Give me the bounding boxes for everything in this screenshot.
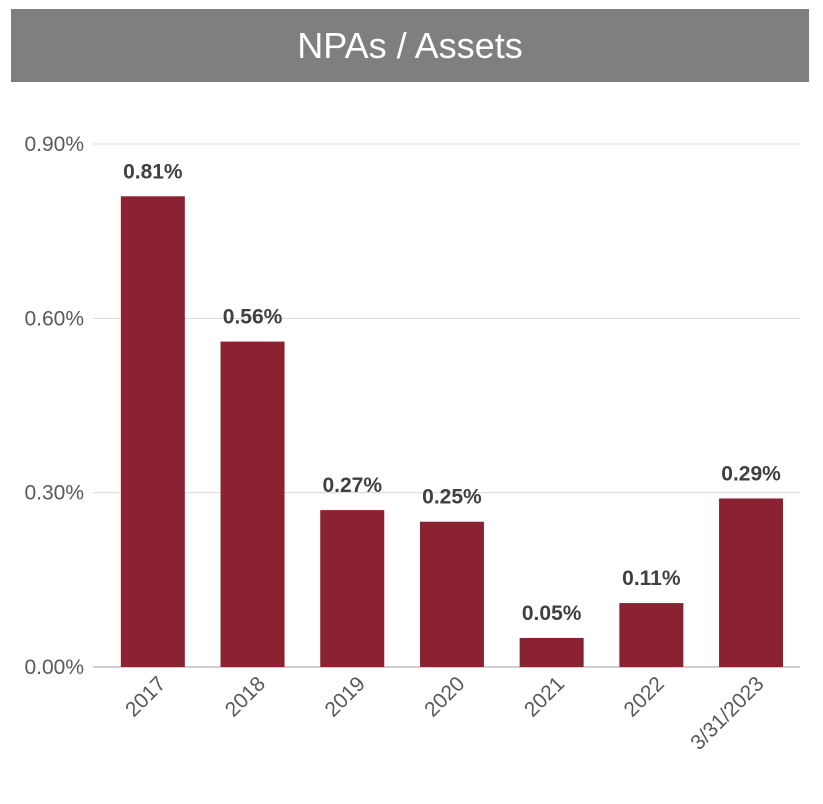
x-tick-label: 2019 <box>320 672 369 721</box>
data-label: 0.05% <box>522 602 582 625</box>
y-axis-tick-labels: 0.00% 0.30% 0.60% 0.90% <box>24 133 84 679</box>
x-tick-label: 2020 <box>420 672 469 721</box>
bar <box>619 603 684 667</box>
y-tick-label: 0.90% <box>24 133 84 156</box>
x-axis-tick-labels: 2017 2018 2019 2020 2021 2022 3/31/2023 <box>121 672 768 754</box>
bar <box>320 510 385 667</box>
data-label: 0.81% <box>123 160 183 183</box>
bar <box>120 196 185 668</box>
x-tick-label: 2021 <box>520 672 569 721</box>
x-tick-label: 2022 <box>620 672 669 721</box>
data-label: 0.27% <box>322 474 382 497</box>
chart-title-bar: NPAs / Assets <box>11 9 809 82</box>
y-tick-label: 0.30% <box>24 482 84 505</box>
chart-title: NPAs / Assets <box>297 24 523 66</box>
x-tick-label: 2018 <box>221 672 270 721</box>
x-tick-label: 2017 <box>121 672 170 721</box>
y-tick-label: 0.60% <box>24 307 84 330</box>
data-label: 0.11% <box>622 567 681 590</box>
x-tick-label: 3/31/2023 <box>686 672 768 754</box>
bar <box>519 637 584 667</box>
data-label: 0.25% <box>422 486 482 509</box>
bars <box>120 196 784 668</box>
bar <box>220 341 285 667</box>
data-label: 0.29% <box>721 462 781 485</box>
data-labels: 0.81% 0.56% 0.27% 0.25% 0.05% 0.11% 0.29% <box>123 160 781 625</box>
data-label: 0.56% <box>223 306 283 329</box>
bar <box>719 498 784 667</box>
y-tick-label: 0.00% <box>24 656 84 679</box>
bar <box>419 521 484 667</box>
